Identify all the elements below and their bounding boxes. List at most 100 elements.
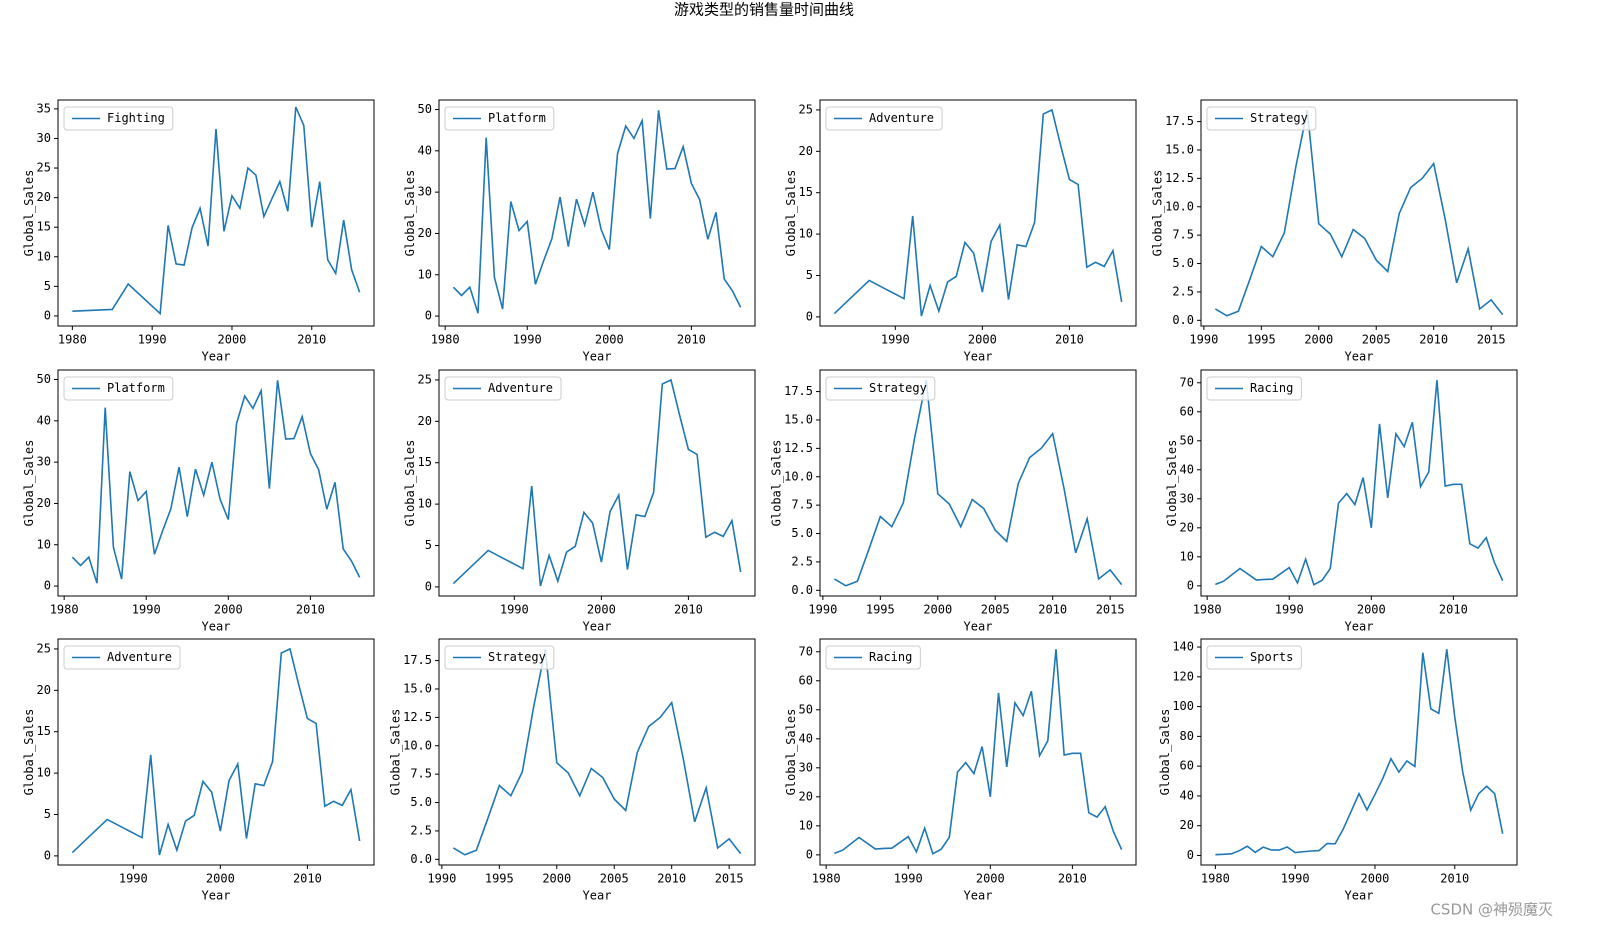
y-tick-label: 10: [37, 766, 51, 780]
y-tick-label: 60: [799, 673, 813, 687]
x-tick-label: 2000: [968, 333, 997, 347]
legend-box: [825, 106, 943, 131]
data-line: [72, 106, 361, 316]
x-tick-label: 2010: [1439, 603, 1468, 617]
plot-area: [833, 108, 1123, 317]
y-tick-label: 15: [37, 220, 51, 234]
x-tick-label: 1990: [513, 333, 542, 347]
y-tick-label: 40: [1180, 788, 1194, 802]
y-tick-label: 20: [1180, 818, 1194, 832]
x-tick-label: 2010: [1419, 333, 1448, 347]
y-tick-label: 25: [37, 161, 51, 175]
y-tick-label: 15: [799, 185, 813, 199]
y-tick-label: 20: [37, 190, 51, 204]
axes-frame: [438, 638, 756, 866]
y-tick-label: 7.5: [791, 498, 813, 512]
y-tick-label: 60: [1180, 404, 1194, 418]
x-tick-label: 1990: [808, 603, 837, 617]
x-axis-label: Year: [964, 620, 993, 634]
y-tick-label: 20: [418, 414, 432, 428]
axes-frame: [1200, 638, 1518, 866]
x-tick-label: 1995: [485, 872, 514, 886]
y-axis-label: Global_Sales: [784, 170, 798, 257]
data-line: [71, 380, 361, 584]
legend-label: Fighting: [107, 111, 165, 125]
y-tick-label: 70: [799, 644, 813, 658]
legend-label: Adventure: [107, 650, 172, 664]
x-tick-label: 2010: [1038, 603, 1067, 617]
plot-area: [834, 649, 1123, 855]
x-tick-label: 1990: [1275, 603, 1304, 617]
plot-area: [452, 110, 742, 314]
x-tick-label: 2010: [674, 603, 703, 617]
legend-label: Adventure: [869, 111, 934, 125]
x-tick-label: 1980: [58, 333, 87, 347]
legend-box: [1206, 106, 1317, 131]
y-tick-label: 0.0: [791, 583, 813, 597]
legend-label: Strategy: [488, 650, 546, 664]
legend-label: Sports: [1250, 650, 1293, 664]
x-axis-label: Year: [583, 350, 612, 364]
x-axis-label: Year: [964, 889, 993, 903]
x-tick-label: 2000: [976, 872, 1005, 886]
y-tick-label: 0.0: [410, 852, 432, 866]
y-tick-label: 5: [806, 268, 813, 282]
x-tick-label: 1990: [1281, 872, 1310, 886]
x-tick-label: 1990: [881, 333, 910, 347]
x-tick-label: 2000: [595, 333, 624, 347]
y-tick-label: 0: [1187, 578, 1194, 592]
x-tick-label: 1980: [1201, 872, 1230, 886]
legend-label: Platform: [107, 381, 165, 395]
y-tick-label: 5: [44, 807, 51, 821]
plot-area: [1215, 380, 1504, 586]
x-tick-label: 1980: [812, 872, 841, 886]
y-tick-label: 50: [418, 102, 432, 116]
y-tick-label: 7.5: [1172, 228, 1194, 242]
x-tick-label: 2010: [1440, 872, 1469, 886]
axes-frame: [57, 99, 375, 327]
plot-area: [452, 378, 742, 587]
y-tick-label: 17.5: [1165, 114, 1194, 128]
y-tick-label: 5: [425, 538, 432, 552]
x-tick-label: 2015: [1477, 333, 1506, 347]
legend-label: Strategy: [1250, 111, 1308, 125]
y-tick-label: 30: [37, 131, 51, 145]
y-axis-label: Global_Sales: [22, 170, 36, 257]
x-tick-label: 2000: [218, 333, 247, 347]
x-tick-label: 2000: [542, 872, 571, 886]
y-tick-label: 30: [799, 760, 813, 774]
y-axis-label: Global_Sales: [389, 709, 403, 796]
y-tick-label: 15: [418, 455, 432, 469]
legend-box: [825, 645, 921, 670]
x-tick-label: 2015: [1096, 603, 1125, 617]
x-tick-label: 2010: [657, 872, 686, 886]
x-axis-label: Year: [202, 620, 231, 634]
x-axis-label: Year: [202, 889, 231, 903]
y-tick-label: 12.5: [403, 710, 432, 724]
y-tick-label: 5.0: [791, 526, 813, 540]
y-tick-label: 50: [799, 702, 813, 716]
y-tick-label: 10: [37, 537, 51, 551]
axes-frame: [1200, 369, 1518, 597]
data-line: [1215, 649, 1504, 856]
y-tick-label: 40: [799, 731, 813, 745]
x-tick-label: 2000: [1361, 872, 1390, 886]
legend-box: [444, 376, 562, 401]
x-axis-label: Year: [1345, 889, 1374, 903]
x-tick-label: 2010: [1055, 333, 1084, 347]
axes-frame: [438, 99, 756, 327]
plot-area: [71, 380, 361, 584]
x-tick-label: 1990: [132, 603, 161, 617]
y-tick-label: 20: [37, 683, 51, 697]
y-axis-label: Global_Sales: [770, 440, 784, 527]
plot-area: [71, 647, 361, 856]
plot-area: [1214, 110, 1504, 317]
x-tick-label: 1990: [427, 872, 456, 886]
y-tick-label: 70: [1180, 375, 1194, 389]
data-line: [833, 108, 1123, 317]
legend-box: [444, 106, 555, 131]
y-tick-label: 100: [1172, 699, 1194, 713]
x-tick-label: 1990: [500, 603, 529, 617]
x-tick-label: 1995: [866, 603, 895, 617]
y-tick-label: 5.0: [1172, 256, 1194, 270]
